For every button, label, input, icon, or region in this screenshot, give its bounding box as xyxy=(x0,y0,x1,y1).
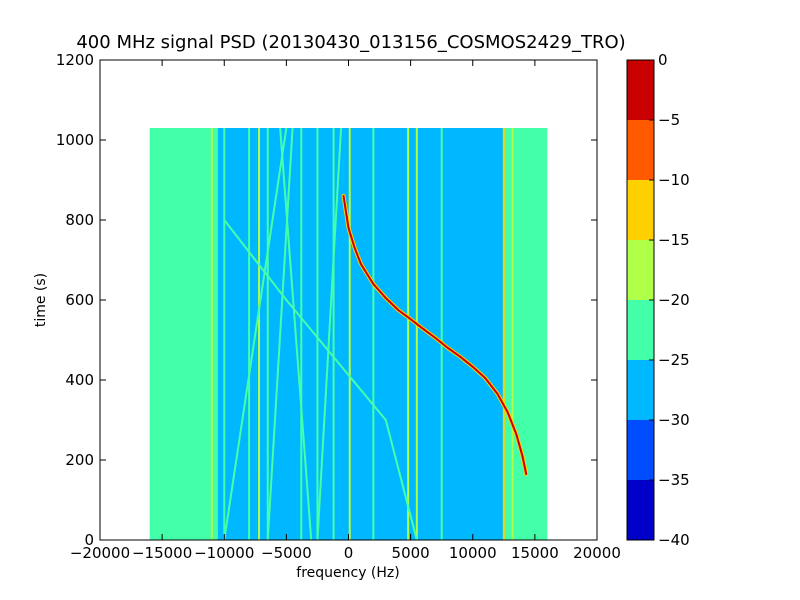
x-tick-label: −20000 xyxy=(70,544,130,562)
chart-title: 400 MHz signal PSD (20130430_013156_COSM… xyxy=(76,32,625,53)
colorbar-segment xyxy=(627,60,654,120)
colorbar-segment xyxy=(627,360,654,420)
y-tick-label: 600 xyxy=(65,291,94,309)
plot-area: −20000 −15000 −10000 −5000 0 5000 10000 15000 20… xyxy=(56,51,621,562)
x-tick-label: 0 xyxy=(344,544,354,562)
y-tick-label: 400 xyxy=(65,371,94,389)
drifting-signal-trace xyxy=(223,219,418,541)
y-tick-label: 0 xyxy=(84,531,94,549)
drifting-signal-trace xyxy=(223,127,288,541)
x-tick-label: 10000 xyxy=(449,544,497,562)
drifting-signal-trace xyxy=(316,127,343,541)
colorbar: −40 −35 −30 −25 −20 −15 −10 −5 0 xyxy=(626,51,690,549)
colorbar-segment xyxy=(627,300,654,360)
heatmap-noise-band xyxy=(218,128,504,540)
x-tick-label: −10000 xyxy=(194,544,254,562)
y-axis: 0 200 400 600 800 1000 1200 xyxy=(56,51,597,549)
y-tick-label: 1000 xyxy=(56,131,94,149)
colorbar-tick-label: −40 xyxy=(658,531,690,549)
colorbar-tick-label: −20 xyxy=(658,291,690,309)
colorbar-tick-label: −5 xyxy=(658,111,680,129)
y-tick-label: 1200 xyxy=(56,51,94,69)
colorbar-segment xyxy=(627,480,654,540)
drifting-signal-trace xyxy=(279,127,313,541)
x-tick-label: 15000 xyxy=(511,544,559,562)
colorbar-tick-label: −25 xyxy=(658,351,690,369)
colorbar-tick-label: −10 xyxy=(658,171,690,189)
x-tick-label: −15000 xyxy=(132,544,192,562)
colorbar-tick-label: −30 xyxy=(658,411,690,429)
drifting-signal-trace xyxy=(266,127,294,541)
x-tick-label: −5000 xyxy=(261,544,312,562)
doppler-track xyxy=(342,195,528,475)
psd-heatmap xyxy=(149,127,548,541)
y-tick-label: 800 xyxy=(65,211,94,229)
colorbar-segment xyxy=(627,120,654,180)
x-axis-label: frequency (Hz) xyxy=(296,565,399,581)
x-axis: −20000 −15000 −10000 −5000 0 5000 10000 15000 20… xyxy=(70,60,621,562)
y-tick-label: 200 xyxy=(65,451,94,469)
colorbar-tick-label: 0 xyxy=(658,51,668,69)
colorbar-segment xyxy=(627,240,654,300)
colorbar-tick-label: −15 xyxy=(658,231,690,249)
colorbar-tick-label: −35 xyxy=(658,471,690,489)
colorbar-segment xyxy=(627,420,654,480)
x-tick-label: 5000 xyxy=(392,544,430,562)
colorbar-segment xyxy=(627,180,654,240)
y-axis-label: time (s) xyxy=(33,273,49,327)
x-tick-label: 20000 xyxy=(573,544,621,562)
